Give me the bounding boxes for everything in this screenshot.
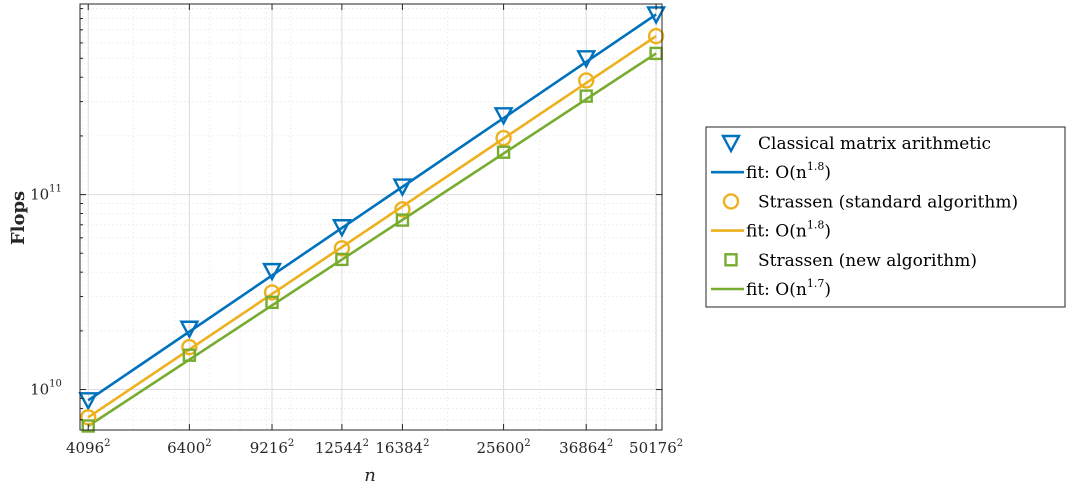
x-tick-label: 256002 [477,438,531,457]
x-tick-label: 92162 [250,438,295,457]
y-tick-label: 1011 [30,184,62,204]
x-tick-label: 163842 [375,438,429,457]
series-layer [78,6,667,433]
ticks: 40962 64002 92162 125442 163842 256002 368642 5… [30,4,683,457]
legend-marker [724,253,738,267]
data-point-marker [335,252,349,267]
axes [79,3,663,431]
data-point-marker [579,89,593,103]
data-point-marker [81,419,95,433]
x-tick-label: 125442 [315,438,369,457]
x-tick-label: 40962 [66,438,111,457]
legend-fit-label: fit: O(n1.8) [746,219,831,242]
plot-frame [79,3,663,431]
data-point-marker [578,72,595,89]
legend-fit-label: fit: O(n1.8) [746,160,831,183]
legend: Classical matrix arithmetic fit: O(n1.8) S… [705,126,1066,308]
legend-box [705,126,1066,308]
data-point-marker [263,284,281,301]
data-point-marker [265,295,279,310]
data-point-marker [395,213,410,227]
data-point-marker [333,240,351,257]
y-axis-label: Flops [8,191,29,245]
data-point-marker [78,392,99,411]
legend-entry-label: Strassen (standard algorithm) [758,192,1018,212]
data-point-marker [331,219,352,238]
legend-entry-label: Classical matrix arithmetic [758,134,991,154]
fit-line [87,52,657,428]
data-point-marker [181,338,198,356]
grid [80,4,662,430]
legend-marker [721,134,741,154]
data-point-marker [262,262,283,282]
legend-marker [722,193,740,210]
fit-line [87,35,657,419]
data-point-marker [576,50,597,69]
data-point-marker [394,201,411,218]
data-point-marker [496,145,511,159]
legend-entry-label: Strassen (new algorithm) [758,251,977,271]
y-tick-label: 1010 [30,379,62,399]
data-point-marker [182,348,197,362]
x-tick-label: 368642 [559,438,613,457]
legend-fit-label: fit: O(n1.7) [746,277,831,300]
data-point-marker [392,178,413,198]
x-tick-label: 64002 [167,438,212,457]
data-point-marker [179,320,200,340]
data-point-marker [647,27,665,45]
data-point-marker [495,129,512,147]
x-tick-label: 501762 [629,438,683,457]
fit-line [87,13,657,402]
data-point-marker [493,107,514,126]
x-axis-label: n [364,465,376,486]
